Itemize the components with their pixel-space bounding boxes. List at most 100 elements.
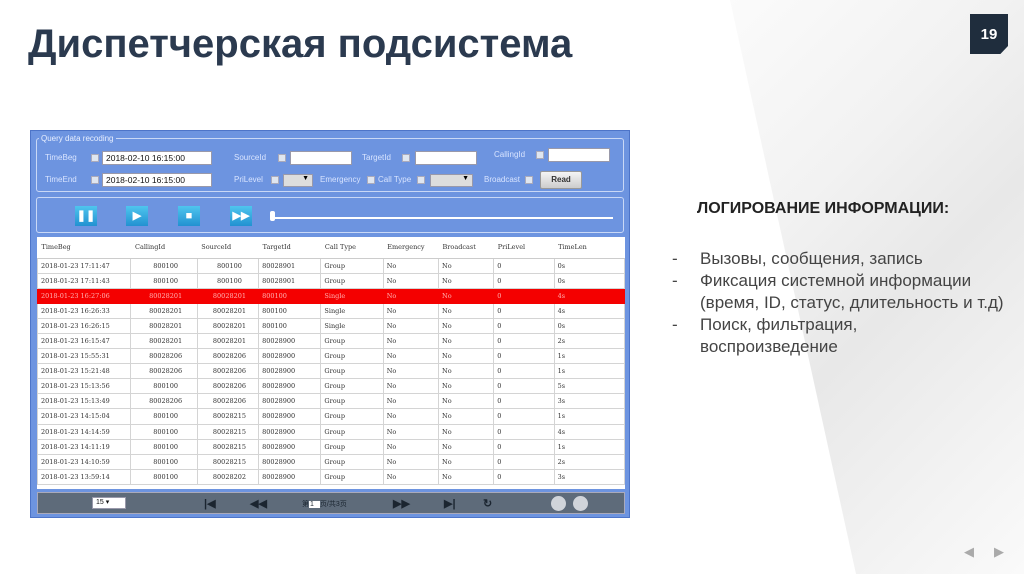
source-id-checkbox[interactable] <box>278 154 286 162</box>
calling-id-input[interactable] <box>548 148 610 162</box>
table-row[interactable]: 2018-01-23 16:26:15 80028201 80028201 80010… <box>37 317 625 334</box>
column-header[interactable]: Emergency <box>383 237 439 259</box>
time-end-checkbox[interactable] <box>91 176 99 184</box>
table-cell: 3s <box>553 393 625 410</box>
table-cell: 80028201 <box>196 317 260 334</box>
table-cell: 1s <box>553 363 625 380</box>
call-type-label: Call Type <box>378 175 412 184</box>
export-icon[interactable] <box>551 496 566 511</box>
previous-slide-icon[interactable]: ◀ <box>964 544 974 559</box>
table-cell: 800100 <box>130 257 198 274</box>
previous-page-icon[interactable]: ◀◀ <box>250 498 267 510</box>
table-cell: 0 <box>493 468 555 485</box>
last-page-icon[interactable]: ▶| <box>444 498 456 510</box>
table-row[interactable]: 2018-01-23 16:26:33 80028201 80028201 80010… <box>37 302 625 319</box>
table-cell: No <box>382 348 440 365</box>
table-cell: 80028201 <box>130 317 198 334</box>
records-table: TimeBeg CallingId SourceId TargetId Call Typ… <box>37 237 625 489</box>
table-cell: 2018-01-23 14:10:59 <box>37 453 132 470</box>
table-row[interactable]: 2018-01-23 15:55:31 80028206 80028206 80028… <box>37 348 625 365</box>
play-button[interactable]: ▶ <box>126 206 148 226</box>
broadcast-checkbox[interactable] <box>525 176 533 184</box>
prilevel-checkbox[interactable] <box>271 176 279 184</box>
table-cell: 4s <box>553 423 625 440</box>
column-header[interactable]: SourceId <box>197 237 259 259</box>
table-cell: 4s <box>553 287 625 304</box>
target-id-checkbox[interactable] <box>402 154 410 162</box>
next-slide-icon[interactable]: ▶ <box>994 544 1004 559</box>
call-type-checkbox[interactable] <box>417 176 425 184</box>
table-cell: 80028206 <box>196 378 260 395</box>
table-cell: 800100 <box>258 302 322 319</box>
first-page-icon[interactable]: |◀ <box>204 498 216 510</box>
calling-id-checkbox[interactable] <box>536 151 544 159</box>
time-beg-input[interactable]: 2018-02-10 16:15:00 <box>102 151 212 165</box>
playback-slider[interactable] <box>273 217 613 219</box>
page-input[interactable]: 1 <box>309 501 320 508</box>
table-cell: 80028201 <box>130 287 198 304</box>
page-prefix: 第 <box>302 501 309 508</box>
column-header[interactable]: TargetId <box>258 237 321 259</box>
info-list: Вызовы, сообщения, запись Фиксация систе… <box>672 248 1012 358</box>
refresh-icon[interactable]: ↻ <box>483 498 493 510</box>
column-header[interactable]: CallingId <box>130 237 198 259</box>
page-size-select[interactable]: 15 ▾ <box>92 497 126 509</box>
table-cell: No <box>438 302 495 319</box>
table-cell: 80028900 <box>258 408 322 425</box>
emergency-checkbox[interactable] <box>367 176 375 184</box>
table-row[interactable]: 2018-01-23 16:15:47 80028201 80028201 80028… <box>37 332 625 350</box>
column-header[interactable]: TimeLen <box>554 237 625 259</box>
info-item: Фиксация системной информации (время, ID… <box>672 270 1012 314</box>
table-cell: 800100 <box>130 468 198 485</box>
table-row[interactable]: 2018-01-23 14:15:04 800100 80028215 8002890… <box>37 408 625 425</box>
table-row[interactable]: 2018-01-23 14:10:59 800100 80028215 8002890… <box>37 453 625 470</box>
column-header[interactable]: Call Type <box>320 237 384 259</box>
table-cell: 0 <box>493 408 555 425</box>
table-row[interactable]: 2018-01-23 16:27:06 80028201 80028201 80010… <box>37 287 625 304</box>
column-header[interactable]: Broadcast <box>438 237 494 259</box>
fast-forward-button[interactable]: ▶▶ <box>230 206 252 226</box>
table-row[interactable]: 2018-01-23 14:14:59 800100 80028215 8002890… <box>37 423 625 440</box>
table-row[interactable]: 2018-01-23 17:11:47 800100 800100 80028901 G… <box>37 257 625 274</box>
table-cell: 80028201 <box>130 302 198 319</box>
table-row[interactable]: 2018-01-23 15:13:56 800100 80028206 8002890… <box>37 378 625 395</box>
table-cell: Group <box>320 393 384 410</box>
column-header[interactable]: TimeBeg <box>37 237 131 259</box>
time-end-input[interactable]: 2018-02-10 16:15:00 <box>102 173 212 187</box>
playback-slider-thumb[interactable] <box>270 211 275 221</box>
target-id-input[interactable] <box>415 151 477 165</box>
source-id-input[interactable] <box>290 151 352 165</box>
prilevel-select[interactable]: ▼ <box>283 174 313 187</box>
table-cell: 80028201 <box>130 332 198 350</box>
table-row[interactable]: 2018-01-23 13:59:14 800100 80028202 8002890… <box>37 468 625 485</box>
table-cell: 800100 <box>196 257 260 274</box>
download-icon[interactable] <box>573 496 588 511</box>
table-cell: Group <box>320 438 384 455</box>
table-cell: 80028900 <box>258 348 322 365</box>
table-cell: No <box>382 408 440 425</box>
table-cell: 0 <box>493 332 555 350</box>
table-cell: 0 <box>493 438 555 455</box>
table-cell: No <box>382 287 440 304</box>
pause-button[interactable]: ❚❚ <box>75 206 97 226</box>
table-row[interactable]: 2018-01-23 15:13:49 80028206 80028206 80028… <box>37 393 625 410</box>
stop-button[interactable]: ■ <box>178 206 200 226</box>
table-cell: 2018-01-23 16:27:06 <box>37 287 132 304</box>
table-cell: 2s <box>553 453 625 470</box>
table-cell: Single <box>320 317 384 334</box>
table-row[interactable]: 2018-01-23 15:21:48 80028206 80028206 80028… <box>37 363 625 380</box>
table-row[interactable]: 2018-01-23 14:11:19 800100 80028215 8002890… <box>37 438 625 455</box>
time-beg-checkbox[interactable] <box>91 154 99 162</box>
table-cell: No <box>438 257 495 274</box>
read-button[interactable]: Read <box>540 171 582 189</box>
table-row[interactable]: 2018-01-23 17:11:43 800100 800100 80028901 G… <box>37 272 625 289</box>
table-cell: 0 <box>493 348 555 365</box>
table-cell: 2018-01-23 14:14:59 <box>37 423 132 440</box>
call-type-select[interactable]: ▼ <box>430 174 473 187</box>
column-header[interactable]: PriLevel <box>493 237 555 259</box>
next-page-icon[interactable]: ▶▶ <box>393 498 410 510</box>
table-cell: 80028206 <box>196 363 260 380</box>
table-cell: 2018-01-23 17:11:43 <box>37 272 132 289</box>
table-cell: No <box>382 468 440 485</box>
table-cell: 80028215 <box>196 438 260 455</box>
